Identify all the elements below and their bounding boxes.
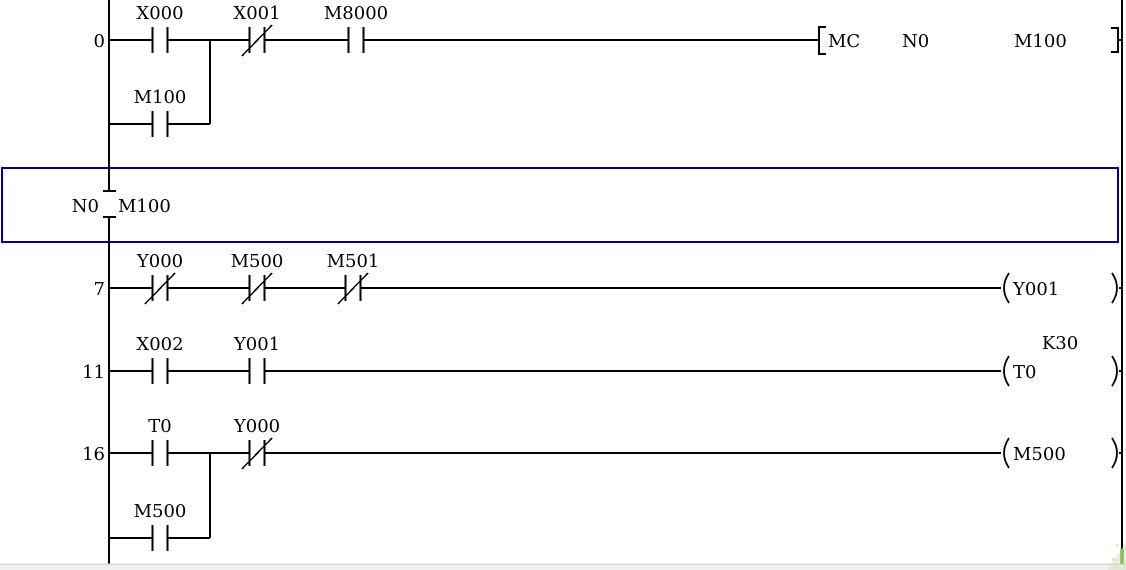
nc-slash-icon: [337, 272, 369, 305]
contact-m501-nc[interactable]: M501: [327, 251, 380, 305]
contact-y000-nc-2[interactable]: Y000: [233, 416, 280, 470]
contact-label: X002: [136, 334, 183, 355]
contact-label: M500: [134, 501, 187, 522]
contact-label: X001: [233, 3, 280, 24]
instruction-nest: N0: [902, 31, 929, 52]
contact-x002[interactable]: X002: [136, 334, 184, 384]
contact-label: X000: [136, 3, 183, 24]
contact-label: M8000: [324, 3, 388, 24]
nc-slash-icon: [241, 272, 273, 305]
coil-open-paren: [1003, 355, 1010, 387]
coil-t0[interactable]: K30 T0: [1003, 333, 1118, 387]
contact-label: Y001: [233, 334, 280, 355]
step-number: 0: [94, 31, 105, 52]
selection-cursor: [1, 167, 1119, 243]
coil-close-paren: [1111, 272, 1118, 304]
coil-label: Y001: [1012, 279, 1059, 300]
coil-label: M500: [1013, 444, 1066, 465]
instruction-opcode: MC: [828, 31, 860, 52]
branch-wire: [110, 453, 211, 539]
coil-close-paren: [1111, 355, 1118, 387]
contact-label: M100: [134, 87, 187, 108]
contact-m100-branch[interactable]: M100: [134, 87, 187, 137]
window-bottom-edge: [0, 563, 1126, 570]
mc-nest-bus-marker[interactable]: N0 M100: [72, 190, 171, 218]
watermark-artifact: [1108, 542, 1126, 570]
mc-device-label: M100: [118, 196, 171, 217]
contact-t0[interactable]: T0: [148, 416, 172, 466]
contact-x000[interactable]: X000: [136, 3, 184, 53]
instruction-close-bracket: [1111, 27, 1119, 53]
nc-slash-icon: [241, 24, 273, 57]
contact-label: Y000: [136, 251, 183, 272]
coil-close-paren: [1111, 437, 1118, 469]
branch-wire: [110, 40, 211, 125]
contact-m500-nc[interactable]: M500: [231, 251, 284, 305]
coil-m500[interactable]: M500: [1003, 437, 1118, 469]
timer-setpoint-label: K30: [1042, 333, 1078, 354]
coil-open-paren: [1003, 437, 1010, 469]
contact-m500-branch[interactable]: M500: [134, 501, 187, 551]
step-number: 7: [94, 279, 105, 300]
step-number: 16: [82, 444, 105, 465]
nc-slash-icon: [241, 437, 273, 470]
step-number: 11: [82, 362, 105, 383]
instruction-device: M100: [1014, 31, 1067, 52]
coil-y001[interactable]: Y001: [1003, 272, 1118, 304]
contact-label: M500: [231, 251, 284, 272]
contact-label: T0: [148, 416, 171, 437]
contact-label: Y000: [233, 416, 280, 437]
coil-label: T0: [1013, 362, 1036, 383]
contact-label: M501: [327, 251, 380, 272]
mc-instruction[interactable]: MC N0 M100: [818, 26, 1122, 55]
mc-nest-label: N0: [72, 196, 99, 217]
contact-y000-nc[interactable]: Y000: [136, 251, 183, 305]
coil-open-paren: [1003, 272, 1010, 304]
contact-y001[interactable]: Y001: [233, 334, 280, 384]
instruction-open-bracket: [818, 26, 826, 55]
contact-m8000[interactable]: M8000: [324, 3, 388, 53]
nc-slash-icon: [144, 272, 176, 305]
contact-x001[interactable]: X001: [233, 3, 281, 57]
